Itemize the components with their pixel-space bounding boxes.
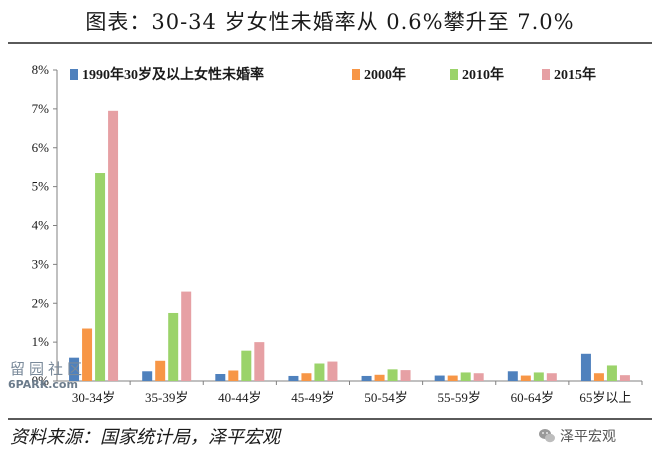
- y-tick-label: 6%: [32, 140, 50, 155]
- brand-badge: 泽平宏观: [538, 426, 616, 446]
- brand-name: 泽平宏观: [560, 429, 616, 445]
- y-tick-label: 3%: [32, 256, 50, 271]
- x-tick-label: 50-54岁: [364, 390, 407, 405]
- legend-swatch: [542, 69, 550, 80]
- y-tick-label: 4%: [32, 218, 50, 233]
- x-tick-label: 35-39岁: [145, 390, 188, 405]
- x-tick-label: 55-59岁: [438, 390, 481, 405]
- bar: [95, 173, 106, 381]
- x-tick-label: 30-34岁: [72, 390, 115, 405]
- bar-chart: 0% 1% 2% 3% 4% 5% 6% 7% 8% 30-34岁 35-39岁 40-44岁 45-4…: [32, 62, 643, 405]
- bar: [507, 371, 518, 381]
- bar: [314, 363, 325, 381]
- legend-swatch: [70, 69, 78, 80]
- watermark-en: 6PARK.com: [8, 378, 78, 391]
- watermark-cn: 留园社区: [10, 360, 87, 378]
- bar: [142, 371, 153, 381]
- bar: [520, 375, 531, 381]
- wechat-icon: [539, 429, 555, 443]
- bar: [168, 312, 179, 381]
- x-tick-label: 45-49岁: [291, 390, 334, 405]
- bar: [619, 375, 630, 381]
- bar: [400, 370, 411, 381]
- chart-title: 图表：30-34 岁女性未婚率从 0.6%攀升至 7.0%: [85, 10, 575, 34]
- bar: [254, 342, 265, 381]
- bottom-divider: [8, 418, 652, 420]
- x-tick-label: 65岁以上: [579, 390, 631, 405]
- legend-label: 2000年: [364, 66, 406, 83]
- bar: [374, 374, 385, 381]
- top-divider: [8, 42, 652, 44]
- bar: [580, 353, 591, 381]
- source-note: 资料来源：国家统计局，泽平宏观: [10, 427, 280, 448]
- y-tick-label: 1%: [32, 334, 50, 349]
- bar: [82, 328, 93, 381]
- legend-label: 2015年: [554, 66, 596, 83]
- y-tick-label: 0%: [32, 373, 50, 388]
- bar: [241, 350, 252, 381]
- bar: [434, 375, 445, 381]
- bar: [327, 361, 338, 381]
- bar: [69, 357, 80, 381]
- y-tick-label: 2%: [32, 295, 50, 310]
- legend-label: 2010年: [462, 66, 504, 83]
- y-tick-label: 7%: [32, 101, 50, 116]
- bar: [361, 375, 372, 381]
- bar: [473, 373, 484, 381]
- y-tick-label: 5%: [32, 179, 50, 194]
- bar: [288, 375, 299, 381]
- bar: [460, 372, 471, 381]
- legend-swatch: [450, 69, 458, 80]
- bar: [108, 110, 119, 381]
- bar: [228, 370, 239, 381]
- legend-label: 1990年30岁及以上女性未婚率: [82, 66, 264, 83]
- x-tick-label: 40-44岁: [218, 390, 261, 405]
- y-tick-label: 8%: [32, 62, 50, 77]
- bar: [155, 360, 166, 381]
- bar: [447, 375, 458, 381]
- x-tick-label: 60-64岁: [511, 390, 554, 405]
- bar: [387, 369, 398, 381]
- bar: [181, 291, 192, 381]
- bar: [593, 373, 604, 381]
- bar: [606, 365, 617, 381]
- bar: [533, 372, 544, 381]
- bar: [301, 373, 312, 381]
- bar: [215, 374, 226, 381]
- legend-swatch: [352, 69, 360, 80]
- bar: [546, 373, 557, 381]
